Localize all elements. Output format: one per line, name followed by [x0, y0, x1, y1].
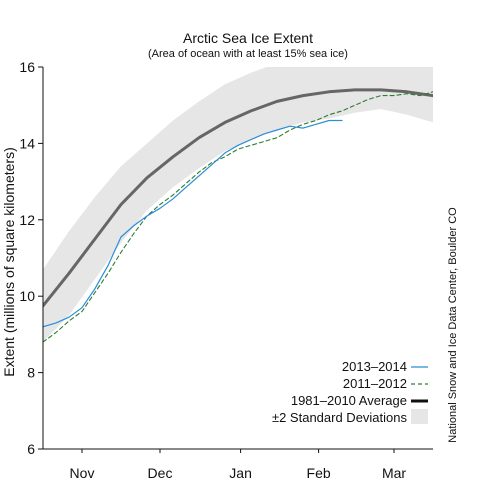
y-axis-label: Extent (millions of square kilometers) [1, 147, 17, 377]
y-tick-label: 8 [27, 365, 35, 381]
chart-subtitle: (Area of ocean with at least 15% sea ice… [148, 48, 348, 60]
y-tick-label: 6 [27, 441, 35, 457]
x-tick-label: Feb [307, 465, 331, 481]
x-tick-label: Dec [148, 465, 173, 481]
legend-label: ±2 Standard Deviations [272, 410, 408, 425]
y-tick-label: 10 [19, 288, 35, 304]
std-dev-band [43, 67, 433, 342]
legend-label: 2013–2014 [342, 359, 407, 374]
series-line-0 [43, 88, 433, 308]
axes: 6 8 10 12 14 16 Nov Dec Jan Feb Mar [19, 59, 433, 481]
x-tick-label: Jan [229, 465, 252, 481]
credit-text: National Snow and Ice Data Center, Bould… [447, 207, 459, 443]
chart-title: Arctic Sea Ice Extent [183, 30, 313, 46]
y-tick-label: 12 [19, 212, 35, 228]
y-tick-label: 14 [19, 135, 35, 151]
x-tick-label: Nov [70, 465, 95, 481]
legend-label: 1981–2010 Average [291, 393, 407, 408]
plot-content [43, 67, 433, 343]
legend: 2013–2014 2011–2012 1981–2010 Average ±2 St… [272, 359, 428, 425]
y-tick-label: 16 [19, 59, 35, 75]
legend-label: 2011–2012 [343, 376, 407, 391]
plot-area [43, 67, 433, 343]
x-tick-label: Mar [382, 465, 406, 481]
series-line-2 [43, 119, 343, 328]
legend-swatch [411, 409, 428, 424]
